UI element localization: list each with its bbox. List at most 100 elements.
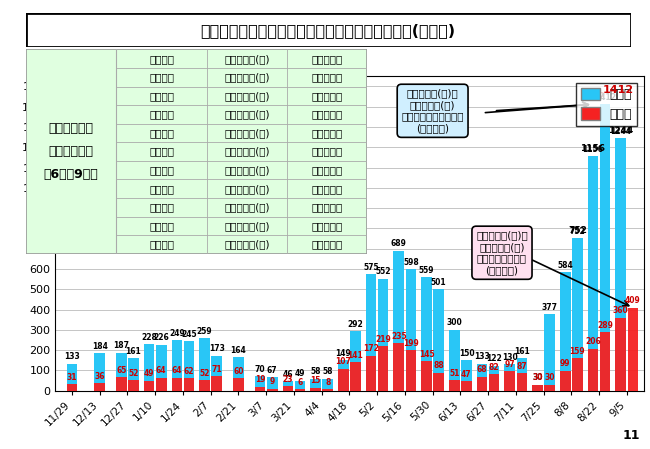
Text: 99: 99 — [560, 359, 571, 368]
Bar — [366, 356, 376, 391]
Text: 559: 559 — [419, 266, 434, 275]
Text: ７０代男性: ７０代男性 — [311, 128, 343, 138]
Text: 52: 52 — [128, 369, 138, 378]
Bar — [255, 387, 265, 391]
Text: ６０代男性: ６０代男性 — [311, 110, 343, 119]
Bar — [172, 378, 182, 391]
Text: 360: 360 — [613, 306, 629, 315]
Text: 36: 36 — [94, 372, 105, 381]
Text: 47: 47 — [461, 370, 472, 379]
Text: 51: 51 — [449, 369, 460, 378]
Text: 219: 219 — [375, 335, 391, 344]
Text: 1156: 1156 — [580, 144, 606, 153]
Bar — [200, 338, 210, 391]
Bar — [200, 380, 210, 391]
Bar — [560, 370, 571, 391]
Text: 82: 82 — [489, 363, 500, 372]
Text: 199: 199 — [403, 339, 419, 348]
Text: ８０代男性: ８０代男性 — [311, 184, 343, 194]
Text: 64: 64 — [172, 366, 182, 375]
Text: ６月２０日(日): ６月２０日(日) — [224, 128, 270, 138]
Text: 133: 133 — [474, 352, 490, 361]
Text: ６月１９日(土): ６月１９日(土) — [224, 110, 270, 119]
Text: 206: 206 — [585, 338, 601, 347]
Bar — [294, 381, 305, 391]
Bar — [406, 350, 416, 391]
Bar — [67, 384, 77, 391]
Text: 30: 30 — [545, 373, 555, 382]
Bar — [156, 378, 166, 391]
Text: ５４人目: ５４人目 — [149, 239, 174, 249]
Text: ８０代男性: ８０代男性 — [311, 146, 343, 157]
Text: ４９人目: ４９人目 — [149, 146, 174, 157]
Bar — [310, 387, 321, 391]
Bar — [421, 361, 432, 391]
Text: ６月　５日(土): ６月 ５日(土) — [224, 72, 270, 82]
Bar — [378, 279, 389, 391]
Text: 161: 161 — [125, 347, 141, 356]
Bar — [393, 343, 404, 391]
Text: ７０代男性: ７０代男性 — [311, 239, 343, 249]
Text: 46: 46 — [283, 370, 293, 379]
Text: ５０人目: ５０人目 — [149, 165, 174, 175]
Bar — [144, 344, 154, 391]
Text: ４６人目: ４６人目 — [149, 91, 174, 101]
Bar — [476, 377, 488, 391]
Text: 1412: 1412 — [603, 85, 634, 95]
Text: 97: 97 — [504, 360, 515, 369]
Bar — [94, 383, 105, 391]
Bar — [128, 358, 138, 391]
Text: ５３人目: ５３人目 — [149, 221, 174, 231]
Text: 11: 11 — [623, 429, 640, 442]
Text: 159: 159 — [569, 347, 585, 356]
Bar — [366, 274, 376, 391]
Text: 145: 145 — [419, 350, 434, 359]
Text: 584: 584 — [558, 261, 573, 270]
Bar — [406, 269, 416, 391]
Bar — [462, 360, 472, 391]
Text: 市内における
感染者の死亡
（6月～9月）: 市内における 感染者の死亡 （6月～9月） — [44, 122, 99, 181]
Text: 598: 598 — [403, 258, 419, 267]
Text: ６月２２日(火): ６月２２日(火) — [224, 146, 270, 157]
Bar — [233, 357, 244, 391]
Text: ５２人目: ５２人目 — [149, 202, 174, 212]
Text: 58: 58 — [322, 367, 333, 376]
Text: ８月２５日(水): ８月２５日(水) — [224, 221, 270, 231]
Text: 552: 552 — [376, 267, 391, 276]
Bar — [156, 345, 166, 391]
Text: 71: 71 — [211, 365, 222, 374]
Text: 249: 249 — [169, 329, 185, 338]
Bar — [255, 376, 265, 391]
Text: ４８人目: ４８人目 — [149, 128, 174, 138]
Bar — [172, 340, 182, 391]
Bar — [67, 364, 77, 391]
Text: ８月２３日(月)～
８月２９日(日)
奈良県：１，４１２人
(過去最多): ８月２３日(月)～ ８月２９日(日) 奈良県：１，４１２人 (過去最多) — [401, 88, 464, 133]
Text: ８月２３日(月): ８月２３日(月) — [224, 202, 270, 212]
Bar — [616, 138, 626, 391]
Bar — [517, 373, 527, 391]
Text: 1244: 1244 — [610, 127, 631, 136]
Bar — [616, 317, 626, 391]
Text: 184: 184 — [92, 342, 108, 351]
Text: 187: 187 — [113, 341, 129, 350]
Text: ７月２２日(木): ７月２２日(木) — [224, 184, 270, 194]
Bar — [310, 379, 321, 391]
Text: 122: 122 — [486, 354, 502, 363]
Bar — [600, 104, 610, 391]
Bar — [462, 381, 472, 391]
Text: 88: 88 — [434, 361, 444, 370]
Text: 228: 228 — [141, 333, 157, 342]
Bar — [116, 378, 127, 391]
Bar — [545, 314, 555, 391]
Text: 235: 235 — [391, 331, 407, 340]
Text: 87: 87 — [517, 361, 527, 370]
Text: ８月２３日(月)～
８月２９日(日)
奈良市：４０９人
(過去最多): ８月２３日(月)～ ８月２９日(日) 奈良市：４０９人 (過去最多) — [476, 230, 528, 275]
Text: 49: 49 — [144, 369, 154, 378]
Text: 62: 62 — [184, 367, 194, 376]
Bar — [572, 238, 583, 391]
Text: 1412: 1412 — [580, 92, 606, 101]
Bar — [322, 389, 333, 391]
Text: 172: 172 — [363, 344, 379, 353]
Bar — [476, 364, 488, 391]
Bar — [545, 384, 555, 391]
